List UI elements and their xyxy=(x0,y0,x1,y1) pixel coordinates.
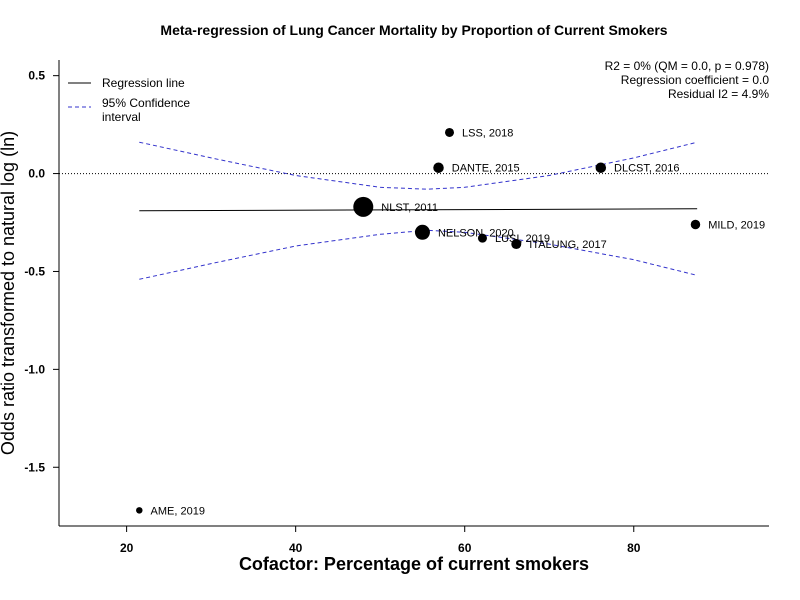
y-tick-label: -0.5 xyxy=(24,264,45,278)
y-axis-ticks: 0.5 0.0 -0.5 -1.0 -1.5 xyxy=(24,69,59,474)
data-point xyxy=(595,162,607,173)
stats-coefficient: Regression coefficient = 0.0 xyxy=(621,73,770,87)
data-point-label: LUSI, 2019 xyxy=(495,233,550,245)
x-tick-label: 60 xyxy=(458,541,472,555)
points-layer: LSS, 2018 DANTE, 2015 DLCST, 2016 NLST, 201… xyxy=(136,127,765,517)
regression-line xyxy=(139,208,698,212)
x-axis-ticks: 20 40 60 80 xyxy=(120,526,641,555)
data-point xyxy=(433,162,444,173)
data-point-label: ITALUNG, 2017 xyxy=(529,239,606,251)
ci-lower-curve xyxy=(139,229,698,280)
confidence-interval-layer xyxy=(139,141,698,280)
data-point xyxy=(353,196,374,217)
y-axis-title: Odds ratio transformed to natural log (l… xyxy=(0,131,18,455)
data-point-label: NELSON, 2020 xyxy=(438,227,514,239)
stats-residual: Residual I2 = 4.9% xyxy=(668,87,769,101)
x-axis-title: Cofactor: Percentage of current smokers xyxy=(239,554,589,574)
legend-regression-label: Regression line xyxy=(102,76,185,90)
data-point xyxy=(511,239,522,250)
x-tick-label: 80 xyxy=(627,541,641,555)
data-point-label: DANTE, 2015 xyxy=(452,163,520,175)
legend-ci-label-line2: interval xyxy=(102,110,141,124)
stats-r2: R2 = 0% (QM = 0.0, p = 0.978) xyxy=(605,59,769,73)
data-point xyxy=(690,219,701,230)
y-tick-label: -1.0 xyxy=(24,362,45,376)
stats-box: R2 = 0% (QM = 0.0, p = 0.978) Regression… xyxy=(605,59,770,101)
y-tick-label: -1.5 xyxy=(24,460,45,474)
data-point-label: LSS, 2018 xyxy=(462,127,513,139)
plot-frame xyxy=(58,60,769,527)
data-point-label: DLCST, 2016 xyxy=(614,163,679,175)
regression-line-layer xyxy=(139,208,698,212)
data-point-label: NLST, 2011 xyxy=(381,202,438,214)
legend: Regression line 95% Confidence interval xyxy=(68,76,190,124)
data-point xyxy=(445,127,454,137)
x-tick-label: 20 xyxy=(120,541,134,555)
data-point xyxy=(477,233,487,243)
ci-upper-curve xyxy=(139,141,698,190)
y-tick-label: 0.5 xyxy=(28,69,45,83)
data-point-label: MILD, 2019 xyxy=(708,219,765,231)
data-point-label: AME, 2019 xyxy=(151,505,205,517)
y-tick-label: 0.0 xyxy=(28,167,45,181)
chart-title: Meta-regression of Lung Cancer Mortality… xyxy=(160,22,667,38)
legend-ci-label-line1: 95% Confidence xyxy=(102,96,190,110)
data-point xyxy=(136,507,143,514)
x-tick-label: 40 xyxy=(289,541,303,555)
data-point xyxy=(414,224,430,240)
